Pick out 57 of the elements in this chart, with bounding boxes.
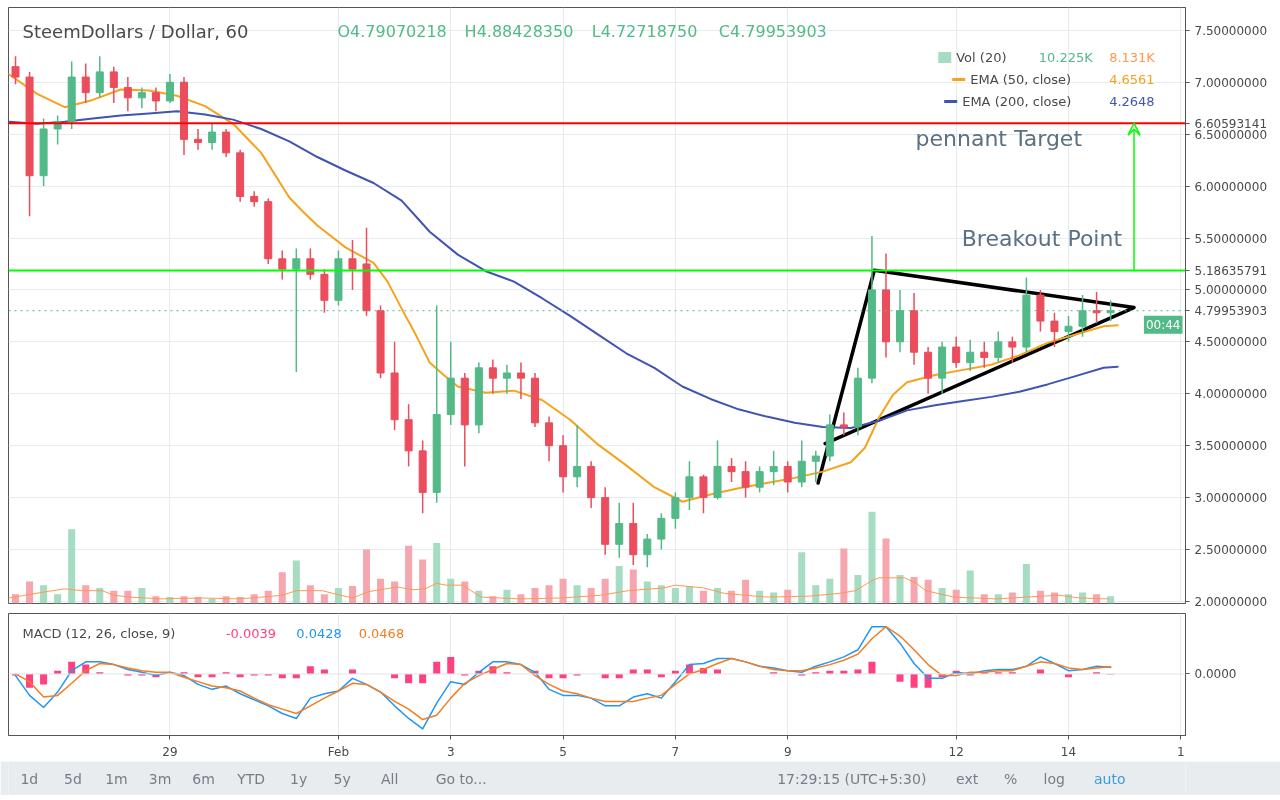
ref-line-label: 5.18635791 [1194, 264, 1268, 279]
y-tick-label: 3.00000000 [1194, 491, 1268, 506]
legend-label: Vol (20) [956, 50, 1007, 65]
annotation: O4.79070218 [337, 22, 447, 41]
annotation: 10.225K [1038, 50, 1094, 65]
annotation: 0.0468 [358, 626, 405, 641]
legend-label: EMA (200, close) [962, 94, 1072, 109]
x-tick-label: 14 [1060, 744, 1077, 759]
annotation: 0.0428 [296, 626, 342, 641]
annotation: -0.0039 [225, 626, 277, 641]
ref-line-label: 4.79953903 [1194, 304, 1268, 319]
text: 0.0000 [1194, 667, 1237, 682]
text: 5y [333, 770, 351, 787]
x-tick-label: Feb [327, 744, 350, 759]
x-tick-label: 5 [559, 744, 567, 759]
annotation: H4.88428350 [464, 22, 574, 41]
annotation: pennant Target [915, 125, 1083, 151]
y-tick-label: 5.50000000 [1194, 231, 1268, 246]
text: 1y [290, 770, 308, 787]
y-tick-label: 2.00000000 [1194, 594, 1268, 609]
annotation: C4.79953903 [718, 22, 827, 41]
text: SteemDollars / Dollar, 60 [22, 21, 249, 42]
y-tick-label: 6.00000000 [1194, 179, 1268, 194]
y-tick-label: 3.50000000 [1194, 439, 1268, 454]
x-tick-label: 3 [446, 744, 455, 759]
x-tick-label: 12 [948, 744, 964, 759]
x-tick-label: 1 [1177, 744, 1185, 759]
x-tick-label: 7 [671, 744, 680, 759]
text: log [1043, 770, 1065, 787]
text: YTD [236, 770, 266, 787]
y-tick-label: 4.50000000 [1194, 335, 1268, 350]
annotation: 8.131K [1109, 50, 1156, 65]
text: Go to... [435, 770, 487, 787]
x-tick-label: 29 [162, 744, 178, 759]
legend-title: MACD (12, 26, close, 9) [22, 626, 176, 641]
y-tick-label: 4.00000000 [1194, 387, 1268, 402]
text: All [381, 770, 399, 787]
x-tick-label: 9 [783, 744, 792, 759]
legend-label: EMA (50, close) [970, 72, 1072, 87]
annotation: 4.6561 [1109, 72, 1155, 87]
text: % [1004, 770, 1018, 787]
annotation: L4.72718750 [591, 22, 698, 41]
annotation: 4.2648 [1109, 94, 1155, 109]
y-tick-label: 7.50000000 [1194, 23, 1268, 38]
annotation: 00:44 [1145, 317, 1181, 332]
text: 6m [192, 770, 215, 787]
text: 3m [148, 770, 172, 787]
text: 17:29:15 (UTC+5:30) [777, 770, 927, 787]
y-tick-label: 2.50000000 [1194, 543, 1268, 558]
text: 1d [20, 770, 39, 787]
text: ext [956, 770, 979, 787]
text: 1m [105, 770, 128, 787]
text: auto [1094, 770, 1126, 787]
y-tick-label: 5.00000000 [1194, 283, 1268, 298]
annotation: Breakout Point [961, 226, 1123, 252]
text: 5d [64, 770, 82, 787]
y-tick-label: 7.00000000 [1194, 75, 1268, 90]
